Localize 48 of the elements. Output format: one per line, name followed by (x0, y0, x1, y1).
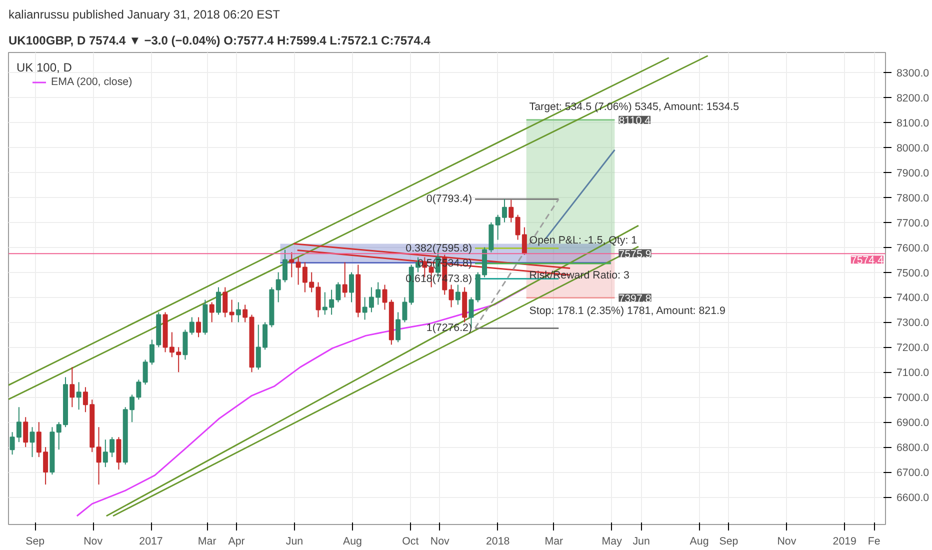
x-tick-label: Jun (286, 536, 304, 548)
annotation: Stop: 178.1 (2.35%) 1781, Amount: 821.9 (529, 304, 726, 317)
annotation: Open P&L: -1.5, Qty: 1 (529, 234, 638, 246)
y-tick-label: 8200.0 (896, 92, 930, 104)
x-tick-label: Sep (719, 536, 738, 548)
x-tick-label: 2019 (832, 536, 857, 548)
y-tick-label: 8000.0 (896, 142, 930, 154)
annotation: 0(7793.4) (426, 192, 472, 205)
y-tick-label: 7900.0 (896, 167, 930, 180)
y-tick-label: 7600.0 (896, 242, 930, 254)
y-tick-label: 6800.0 (896, 442, 930, 454)
x-tick-label: Fe (868, 536, 880, 548)
x-tick-label: May (602, 536, 623, 548)
y-tick-label: 6600.0 (896, 492, 930, 504)
annotation: 0.382(7595.8) (406, 242, 472, 254)
y-tick-label: 8100.0 (896, 117, 930, 130)
y-tick-label: 7400.0 (896, 292, 930, 304)
annotation: 7397.8 (618, 292, 652, 305)
y-tick-label: 6700.0 (896, 467, 930, 480)
x-tick-label: Aug (690, 536, 709, 548)
y-tick-label: 7300.0 (896, 317, 930, 330)
x-tick-label: Mar (544, 536, 564, 548)
y-tick-label: 7500.0 (896, 267, 930, 280)
annotation: 8110.4 (618, 114, 651, 127)
x-tick-label: Nov (777, 536, 797, 548)
legend-label: EMA (200, close) (51, 76, 132, 88)
text: UK 100, D (16, 60, 72, 74)
y-tick-label: 7700.0 (896, 217, 930, 230)
x-tick-label: 2017 (139, 536, 163, 548)
x-tick-label: 2018 (486, 536, 510, 548)
annotation: 0.5(7534.8) (418, 258, 472, 270)
x-tick-label: Sep (26, 536, 45, 548)
x-tick-label: Aug (342, 536, 362, 548)
text: kalianrussu published January 31, 2018 06:20 EST (8, 8, 281, 22)
y-tick-label: 6900.0 (896, 417, 930, 430)
x-tick-label: Jun (632, 536, 650, 548)
chart-subtitle: UK100GBP, D 7574.4 ▼ −3.0 (−0.04%) O:7577.4 H:7599.4 L:7572.1 C:7574.4 (8, 34, 431, 48)
x-tick-label: Apr (228, 536, 246, 548)
y-tick-label: 7800.0 (896, 192, 930, 204)
x-tick-label: Mar (198, 536, 217, 548)
x-tick-label: Oct (402, 536, 419, 548)
annotation: 7575.9 (618, 248, 652, 260)
x-tick-label: Nov (430, 536, 450, 548)
y-tick-label: 8300.0 (896, 67, 930, 80)
y-tick-label: 7000.0 (896, 392, 930, 404)
y-tick-label: 7100.0 (896, 367, 930, 380)
y-tick-label: 7200.0 (896, 342, 930, 354)
x-tick-label: Nov (84, 536, 104, 548)
